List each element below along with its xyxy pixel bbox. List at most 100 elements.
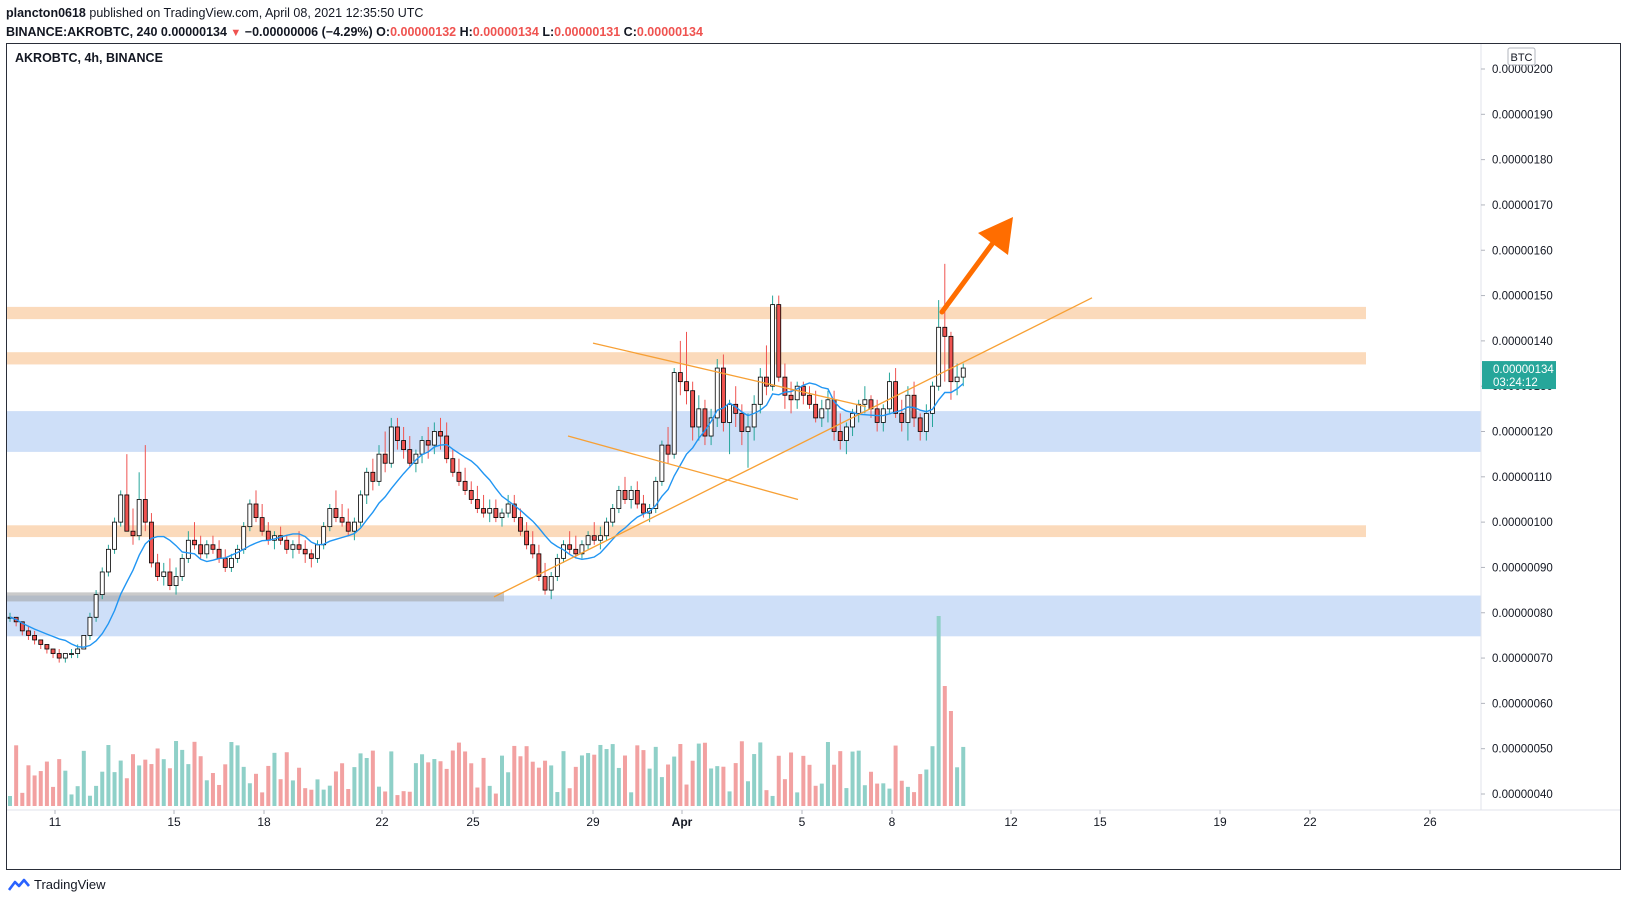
volume-bar [641, 750, 646, 806]
volume-bar [918, 774, 923, 806]
volume-bar [100, 771, 105, 806]
last-price-label-countdown: 03:24:12 [1493, 377, 1538, 389]
candle-body [721, 367, 726, 423]
open-label: O: [376, 25, 391, 39]
volume-bar [106, 745, 111, 806]
candle-body [50, 648, 56, 654]
volume-bar [14, 745, 19, 806]
volume-bar [174, 741, 179, 806]
volume-bar [8, 796, 12, 806]
candle-body [905, 394, 911, 423]
candle-body [179, 557, 185, 577]
candle-body [358, 494, 363, 523]
candle-body [265, 530, 271, 541]
candle-body [887, 381, 892, 410]
candle-body [524, 530, 529, 546]
volume-bar [524, 746, 529, 806]
volume-bar [795, 792, 800, 806]
volume-bar [936, 616, 941, 806]
volume-bar [118, 760, 123, 806]
candle-body [936, 326, 942, 387]
volume-bar [672, 756, 677, 806]
volume-bar [352, 767, 357, 806]
author-name[interactable]: plancton0618 [6, 6, 86, 20]
volume-bar [666, 764, 671, 806]
volume-bar [715, 766, 720, 806]
footer-brand[interactable]: TradingView [8, 877, 106, 892]
volume-bar [789, 752, 794, 806]
volume-bar [469, 763, 474, 806]
ascending-trendline [493, 297, 1093, 598]
open-value: 0.00000132 [390, 25, 457, 39]
volume-bar [825, 742, 830, 806]
candle-body [468, 490, 474, 500]
candle-body [930, 385, 935, 414]
volume-layer [8, 616, 966, 806]
volume-bar [770, 795, 775, 806]
volume-bar [616, 767, 621, 806]
volume-bar [881, 783, 886, 806]
price-tick-label: 0.00000150 [1492, 291, 1553, 303]
candle-body [862, 399, 868, 405]
volume-bar [961, 746, 966, 806]
candle-body [216, 548, 222, 559]
volume-bar [284, 752, 289, 806]
candle-body [536, 553, 542, 577]
time-tick-label: 11 [49, 815, 62, 829]
candle-body [622, 490, 628, 500]
candle-body [474, 499, 480, 509]
volume-bar [149, 764, 154, 806]
volume-bar [623, 755, 627, 806]
candle-body [228, 557, 234, 568]
volume-bar [678, 744, 683, 806]
published-text: published on TradingView.com, April 08, … [89, 6, 424, 20]
candle-body [75, 648, 81, 654]
volume-bar [629, 792, 634, 806]
volume-bar [702, 742, 707, 806]
price-axis: 0.00000200 0.00000190 0.00000180 0.00000170… [1481, 64, 1553, 801]
volume-bar [247, 783, 252, 806]
candle-body [173, 576, 179, 586]
candle-body [917, 417, 923, 432]
candle-body [610, 508, 616, 523]
volume-bar [758, 742, 763, 806]
candle-body [653, 480, 659, 509]
volume-bar [604, 749, 609, 806]
candle-body [81, 635, 87, 650]
volume-bar [69, 794, 74, 806]
volume-bar [112, 772, 117, 806]
volume-bar [832, 764, 837, 806]
volume-bar [555, 792, 560, 806]
volume-bar [838, 751, 843, 806]
currency-badge[interactable]: BTC [1507, 47, 1536, 66]
candle-body [554, 557, 560, 577]
candle-body [308, 553, 314, 559]
volume-bar [432, 759, 437, 806]
volume-bar [752, 754, 757, 806]
volume-bar [210, 773, 215, 806]
volume-bar [198, 756, 203, 806]
resistance-zone [7, 306, 1366, 320]
volume-bar [887, 788, 892, 806]
volume-bar [573, 766, 578, 806]
volume-bar [186, 764, 191, 806]
candle-body [690, 390, 696, 428]
volume-bar [506, 772, 511, 806]
volume-bar [290, 780, 295, 806]
price-tick-label: 0.00000070 [1492, 653, 1553, 665]
chart-header: plancton0618 published on TradingView.co… [6, 4, 703, 43]
volume-bar [696, 743, 701, 806]
volume-bar [364, 758, 369, 806]
volume-bar [930, 746, 935, 806]
candle-body [315, 544, 320, 559]
volume-bar [155, 748, 160, 806]
candle-body [44, 644, 50, 650]
volume-bar [746, 781, 750, 806]
price-tick-label: 0.00000200 [1492, 64, 1553, 76]
last-price: 0.00000134 [160, 25, 227, 39]
candle-body [26, 630, 31, 636]
candle-body [333, 508, 339, 518]
price-tick-label: 0.00000040 [1492, 789, 1553, 801]
volume-bar [217, 784, 222, 806]
